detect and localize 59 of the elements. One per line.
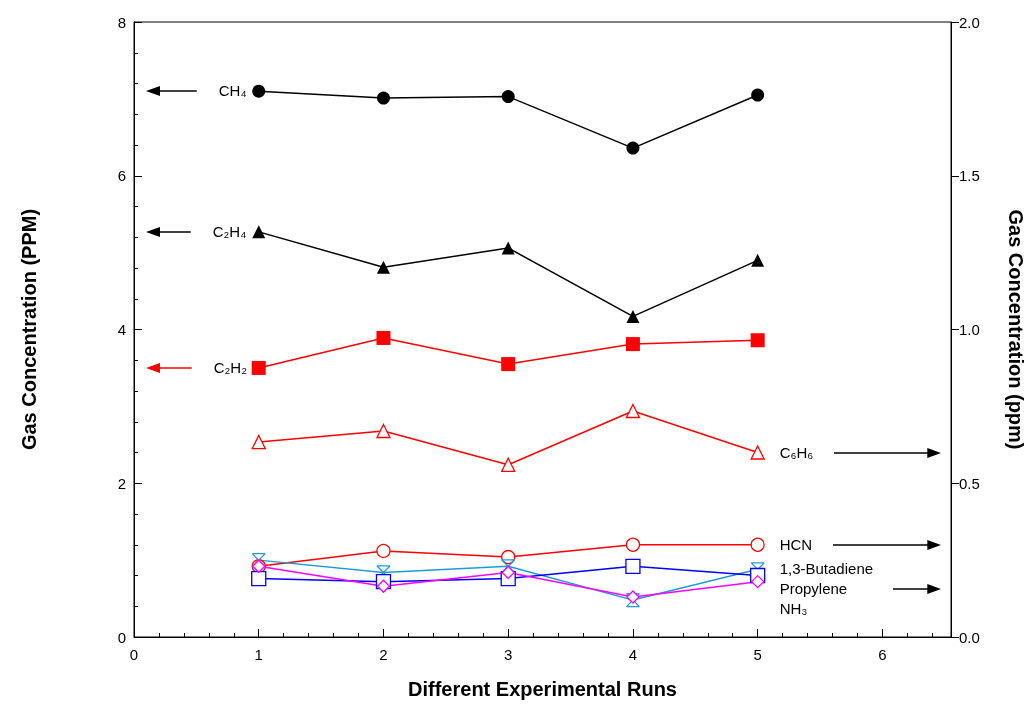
- legend-label: C₂H₂: [213, 358, 248, 377]
- point: [376, 330, 391, 345]
- x-tick-label: 3: [504, 646, 513, 663]
- point: [751, 253, 765, 267]
- point: [625, 337, 640, 352]
- point: [750, 445, 765, 460]
- point: [251, 360, 266, 375]
- series-label: NH₃: [779, 600, 808, 619]
- point: [501, 241, 515, 255]
- point: [251, 552, 266, 568]
- y-tick-label: 2: [117, 474, 126, 492]
- point: [501, 357, 516, 372]
- y2-tick-label: 2.0: [959, 13, 980, 31]
- series-label: Propylene: [779, 580, 848, 599]
- point: [376, 579, 391, 593]
- point: [626, 590, 640, 604]
- series-label: C₆H₆: [779, 443, 814, 462]
- x-tick-label: 0: [129, 646, 139, 663]
- point: [252, 84, 266, 98]
- point: [751, 575, 765, 589]
- y-tick-label: 6: [117, 167, 126, 185]
- y2-tick-label: 1.5: [959, 167, 980, 185]
- y2-tick-label: 0.5: [959, 474, 980, 492]
- point: [252, 225, 266, 239]
- y2-axis-title: Gas Concentration (ppm): [1005, 209, 1027, 450]
- point: [376, 543, 391, 559]
- y-tick-label: 8: [117, 13, 126, 31]
- y2-tick-label: 1.0: [959, 321, 980, 338]
- y-tick-label: 4: [117, 321, 126, 338]
- point: [251, 434, 266, 450]
- y-axis-title: Gas Concentration (PPM): [18, 208, 40, 451]
- point: [626, 141, 640, 155]
- point: [625, 403, 641, 419]
- x-tick-label: 5: [753, 646, 762, 663]
- point: [625, 558, 641, 574]
- point: [750, 333, 765, 348]
- point: [625, 537, 641, 552]
- point: [376, 423, 391, 439]
- legend-label: CH₄: [218, 82, 247, 101]
- point: [251, 570, 267, 587]
- point: [625, 592, 641, 608]
- y2-tick-label: 0.0: [959, 628, 980, 646]
- x-tick-label: 2: [379, 646, 388, 663]
- x-tick-label: 4: [628, 646, 638, 663]
- x-tick-label: 6: [878, 646, 887, 663]
- series-label: HCN: [779, 535, 813, 554]
- legend-label: C₂H₄: [212, 222, 247, 241]
- point: [376, 91, 390, 105]
- x-axis-title: Different Experimental Runs: [408, 678, 677, 700]
- x-tick-label: 1: [254, 646, 263, 663]
- point: [376, 260, 390, 274]
- point: [501, 565, 515, 580]
- series-label: 1,3-Butadiene: [779, 560, 874, 579]
- point: [501, 457, 516, 472]
- y-tick-label: 0: [117, 628, 126, 646]
- point: [501, 90, 515, 104]
- point: [750, 537, 765, 552]
- point: [751, 88, 765, 102]
- point: [626, 309, 640, 323]
